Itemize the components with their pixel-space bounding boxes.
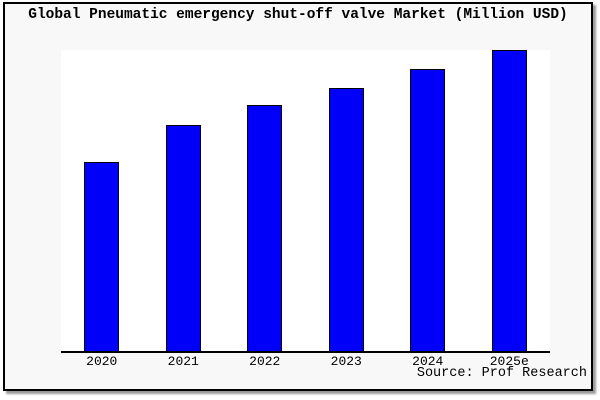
x-tick-label-2021: 2021 [167,354,199,369]
bar-2025e [491,50,527,351]
chart-title: Global Pneumatic emergency shut-off valv… [28,7,568,23]
bar-2022 [247,105,283,351]
bar-2023 [328,88,364,351]
source-credit: Source: Prof Research [416,366,587,381]
x-tick-label-2020: 2020 [86,354,118,369]
x-tick-label-2024: 2024 [412,354,444,369]
bar-2020 [84,162,120,351]
x-axis-labels: 2020 2021 2022 2023 2024 2025e [61,354,550,370]
bar-2021 [165,125,201,351]
x-tick-label-2023: 2023 [330,354,362,369]
chart-panel: Global Pneumatic emergency shut-off valv… [3,2,593,391]
x-tick-label-2025e: 2025e [489,354,529,369]
bar-2024 [410,69,446,351]
plot-area [61,50,550,353]
x-tick-label-2022: 2022 [249,354,281,369]
